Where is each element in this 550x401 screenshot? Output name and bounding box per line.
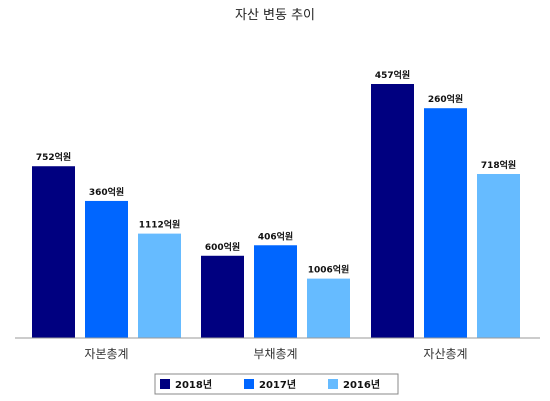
legend-label: 2016년 xyxy=(343,378,380,391)
legend-swatch xyxy=(328,379,338,389)
legend-swatch xyxy=(160,379,170,389)
data-label: 260억원 xyxy=(428,93,463,105)
bars-group: 752억원 600억원 457억원 360억원 406억원 260억원 1112억원 1006… xyxy=(32,69,520,339)
category-labels: 자본총계 부채총계 자산총계 xyxy=(84,347,467,361)
bar-2017년-자산총계 xyxy=(424,108,467,339)
bar-2017년-자본총계 xyxy=(85,200,128,338)
bar-2018년-자산총계 xyxy=(371,84,414,338)
data-label: 406억원 xyxy=(258,230,293,242)
bar-2016년-부채총계 xyxy=(307,278,350,338)
legend-label: 2017년 xyxy=(259,378,296,391)
chart-title: 자산 변동 추이 xyxy=(235,8,315,23)
bar-2016년-자본총계 xyxy=(138,233,181,338)
data-label: 1112억원 xyxy=(139,219,181,231)
category-label: 부채총계 xyxy=(253,347,297,361)
data-label: 718억원 xyxy=(481,159,516,171)
category-label: 자본총계 xyxy=(84,347,128,361)
legend-swatch xyxy=(244,379,254,389)
data-label: 600억원 xyxy=(205,241,240,253)
legend: 2018년 2017년 2016년 xyxy=(154,373,399,395)
bar-2017년-부채총계 xyxy=(254,245,297,338)
data-label: 752억원 xyxy=(36,151,71,163)
bar-2018년-자본총계 xyxy=(32,166,75,338)
bar-2018년-부채총계 xyxy=(201,255,244,338)
category-label: 자산총계 xyxy=(423,347,467,361)
data-label: 1006억원 xyxy=(308,264,350,276)
bar-2016년-자산총계 xyxy=(477,173,520,338)
data-label: 360억원 xyxy=(89,186,124,198)
data-label: 457억원 xyxy=(375,69,410,81)
legend-label: 2018년 xyxy=(175,378,212,391)
